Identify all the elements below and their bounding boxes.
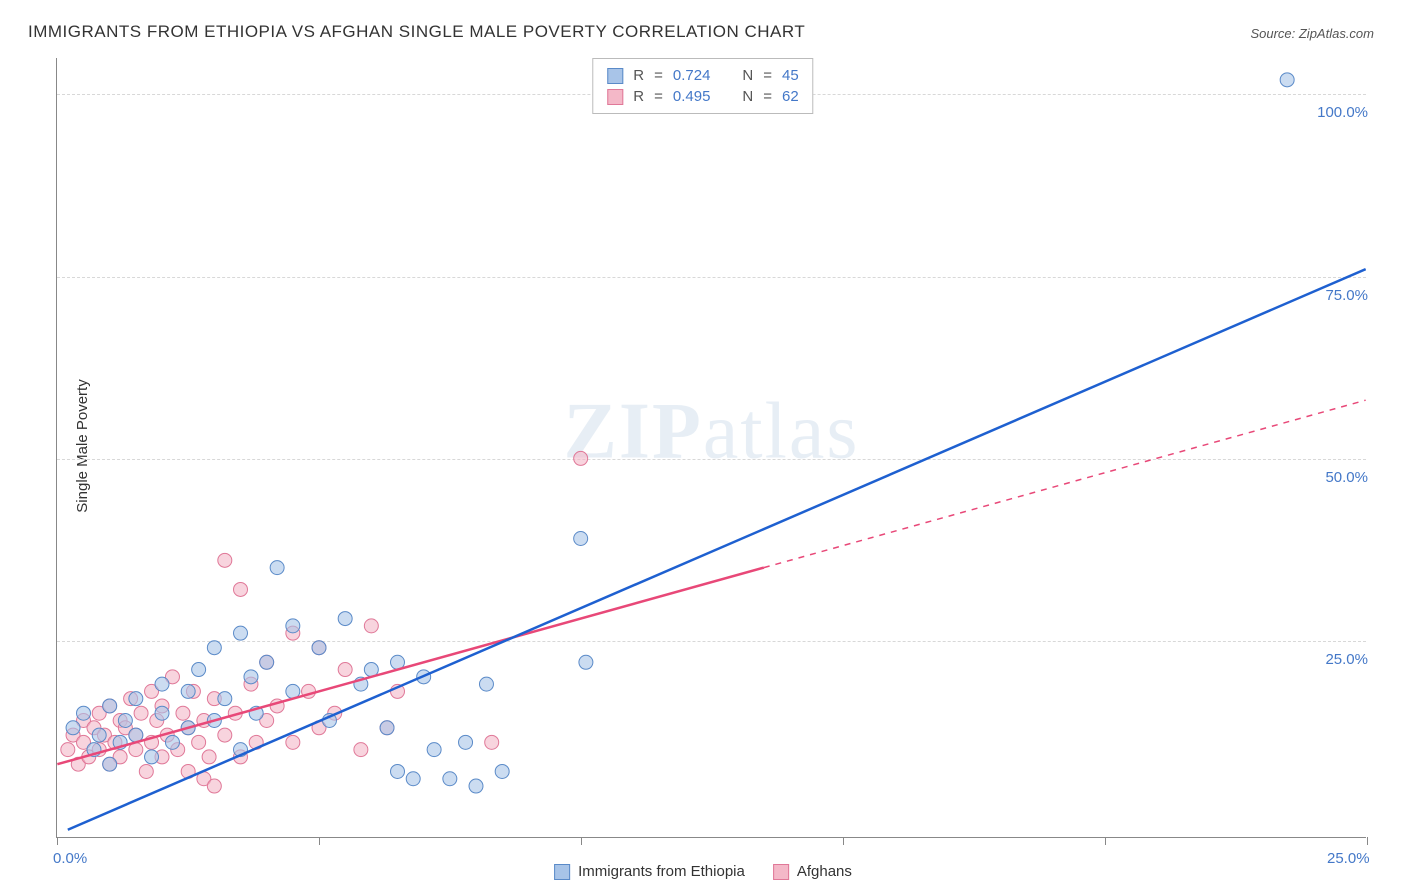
data-point [155,677,169,691]
n-label: N [742,67,753,84]
data-point [129,692,143,706]
x-tick [319,837,320,845]
x-tick [57,837,58,845]
data-point [495,764,509,778]
legend-swatch-bottom-1 [554,864,570,880]
n-value-2: 62 [782,88,799,105]
n-label: N [742,88,753,105]
chart-title: IMMIGRANTS FROM ETHIOPIA VS AFGHAN SINGL… [28,22,805,42]
r-value-1: 0.724 [673,67,711,84]
data-point [192,663,206,677]
x-tick [843,837,844,845]
data-point [207,779,221,793]
data-point [181,684,195,698]
trend-line [57,568,763,765]
data-point [427,743,441,757]
legend-swatch-1 [607,68,623,84]
data-point [218,553,232,567]
data-point [118,714,132,728]
trend-line [68,269,1366,830]
x-tick-label: 0.0% [53,850,87,867]
data-point [1280,73,1294,87]
data-point [218,692,232,706]
data-point [459,735,473,749]
data-point [92,728,106,742]
series-legend: Immigrants from Ethiopia Afghans [554,863,852,880]
x-tick [581,837,582,845]
n-value-1: 45 [782,67,799,84]
data-point [244,670,258,684]
legend-label-1: Immigrants from Ethiopia [578,863,745,880]
r-label: R [633,88,644,105]
scatter-svg [57,58,1366,837]
data-point [260,655,274,669]
r-label: R [633,67,644,84]
data-point [234,626,248,640]
legend-swatch-2 [607,89,623,105]
data-point [391,764,405,778]
data-point [354,743,368,757]
data-point [574,532,588,546]
data-point [103,699,117,713]
trend-line-dashed [764,400,1366,567]
equals-sign: = [763,67,772,84]
data-point [139,764,153,778]
data-point [77,706,91,720]
data-point [485,735,499,749]
legend-item-2: Afghans [773,863,852,880]
data-point [380,721,394,735]
data-point [312,641,326,655]
data-point [61,743,75,757]
data-point [218,728,232,742]
data-point [103,757,117,771]
data-point [364,619,378,633]
data-point [155,706,169,720]
data-point [202,750,216,764]
data-point [338,663,352,677]
data-point [406,772,420,786]
x-tick [1105,837,1106,845]
data-point [192,735,206,749]
legend-swatch-bottom-2 [773,864,789,880]
data-point [207,641,221,655]
data-point [176,706,190,720]
data-point [479,677,493,691]
data-point [66,721,80,735]
r-value-2: 0.495 [673,88,711,105]
legend-row-series-2: R = 0.495 N = 62 [607,86,798,107]
data-point [234,582,248,596]
legend-row-series-1: R = 0.724 N = 45 [607,65,798,86]
data-point [469,779,483,793]
source-name: ZipAtlas.com [1299,26,1374,41]
data-point [270,561,284,575]
data-point [338,612,352,626]
source-attribution: Source: ZipAtlas.com [1250,26,1374,41]
data-point [134,706,148,720]
chart-plot-area: ZIPatlas 25.0%50.0%75.0%100.0%0.0%25.0% [56,58,1366,838]
source-prefix: Source: [1250,26,1298,41]
legend-label-2: Afghans [797,863,852,880]
equals-sign: = [654,88,663,105]
data-point [443,772,457,786]
equals-sign: = [763,88,772,105]
legend-item-1: Immigrants from Ethiopia [554,863,745,880]
x-tick-label: 25.0% [1327,850,1370,867]
equals-sign: = [654,67,663,84]
data-point [574,451,588,465]
x-tick [1367,837,1368,845]
data-point [286,735,300,749]
data-point [145,750,159,764]
data-point [286,619,300,633]
data-point [165,735,179,749]
data-point [579,655,593,669]
correlation-legend: R = 0.724 N = 45 R = 0.495 N = 62 [592,58,813,114]
